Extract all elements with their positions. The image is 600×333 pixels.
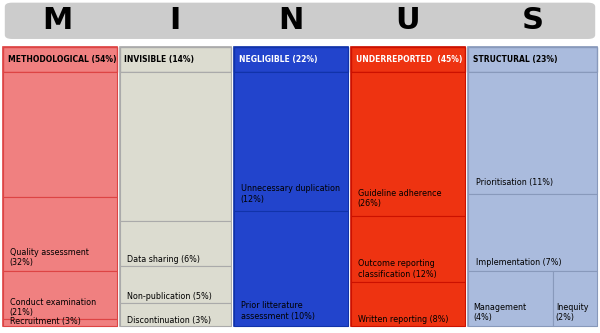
Bar — [3, 72, 117, 197]
Text: Non-publication (5%): Non-publication (5%) — [127, 292, 212, 301]
Bar — [351, 215, 465, 282]
Text: Written reporting (8%): Written reporting (8%) — [358, 315, 448, 324]
Bar — [553, 271, 597, 326]
Text: Guideline adherence
(26%): Guideline adherence (26%) — [358, 189, 442, 208]
Bar — [468, 47, 597, 72]
Text: METHODOLOGICAL (54%): METHODOLOGICAL (54%) — [8, 55, 116, 64]
Text: S: S — [522, 6, 544, 35]
Text: NEGLIGIBLE (22%): NEGLIGIBLE (22%) — [239, 55, 317, 64]
Bar — [3, 47, 117, 326]
Text: I: I — [170, 6, 181, 35]
Bar — [234, 47, 348, 326]
Bar — [234, 210, 348, 326]
Bar — [234, 72, 348, 210]
Text: Outcome reporting
classification (12%): Outcome reporting classification (12%) — [358, 259, 437, 279]
Bar — [120, 47, 231, 72]
Text: Implementation (7%): Implementation (7%) — [476, 258, 562, 267]
Text: Data sharing (6%): Data sharing (6%) — [127, 255, 200, 264]
Bar — [468, 193, 597, 271]
Text: Quality assessment
(32%): Quality assessment (32%) — [10, 248, 89, 267]
Text: M: M — [42, 6, 72, 35]
Bar — [351, 282, 465, 326]
Text: Recruitment (3%): Recruitment (3%) — [10, 317, 81, 326]
Text: N: N — [278, 6, 304, 35]
Text: UNDERREPORTED  (45%): UNDERREPORTED (45%) — [356, 55, 462, 64]
Bar — [351, 47, 465, 72]
Bar — [3, 197, 117, 271]
Bar — [120, 266, 231, 303]
Bar — [468, 47, 597, 326]
Bar — [120, 47, 231, 326]
Bar — [120, 72, 231, 221]
Bar — [351, 72, 465, 215]
Bar — [234, 47, 348, 72]
Text: Unnecessary duplication
(12%): Unnecessary duplication (12%) — [241, 184, 340, 203]
FancyBboxPatch shape — [5, 3, 595, 39]
Bar — [3, 271, 117, 319]
Bar — [120, 303, 231, 326]
Bar — [3, 319, 117, 326]
Text: INVISIBLE (14%): INVISIBLE (14%) — [124, 55, 194, 64]
Text: STRUCTURAL (23%): STRUCTURAL (23%) — [473, 55, 557, 64]
Text: Discontinuation (3%): Discontinuation (3%) — [127, 316, 211, 325]
Text: Management
(4%): Management (4%) — [473, 302, 526, 322]
Bar — [468, 72, 597, 193]
Text: Prior litterature
assessment (10%): Prior litterature assessment (10%) — [241, 301, 315, 321]
Text: U: U — [395, 6, 421, 35]
Text: Conduct examination
(21%): Conduct examination (21%) — [10, 298, 96, 317]
Bar — [120, 221, 231, 266]
Bar — [468, 271, 553, 326]
Text: Prioritisation (11%): Prioritisation (11%) — [476, 178, 553, 187]
Bar — [351, 47, 465, 326]
Bar — [3, 47, 117, 72]
Text: Inequity
(2%): Inequity (2%) — [556, 302, 588, 322]
